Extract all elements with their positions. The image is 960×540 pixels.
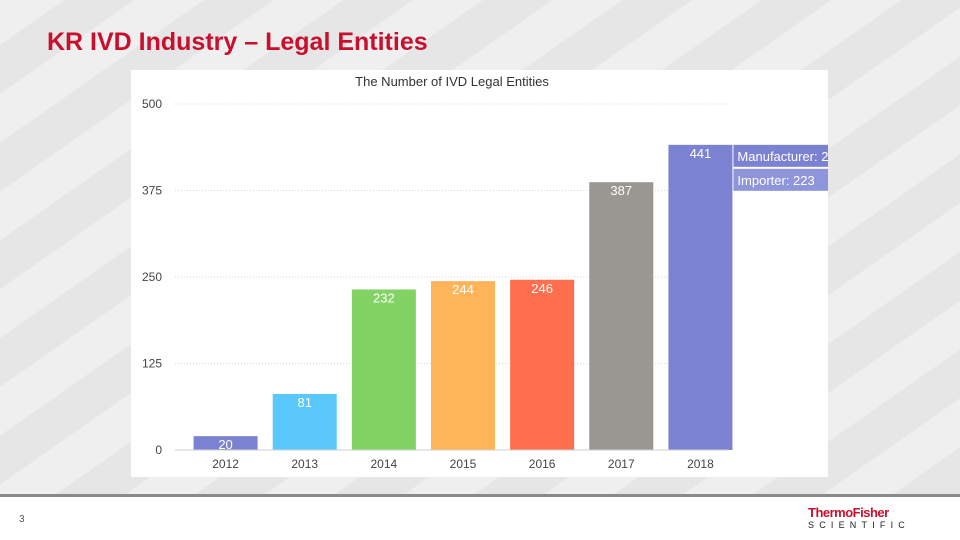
footer	[0, 497, 960, 540]
bar-data-label: 246	[531, 281, 553, 296]
bar	[589, 182, 654, 451]
chart-title: The Number of IVD Legal Entities	[355, 74, 549, 89]
bar	[193, 436, 258, 450]
bar	[272, 393, 337, 450]
bar-chart: The Number of IVD Legal Entities 0 125 250 3…	[142, 74, 828, 471]
x-tick-label: 2012	[212, 457, 239, 471]
logo-subtitle: SCIENTIFIC	[808, 520, 911, 530]
bar-data-label: 20	[218, 437, 232, 452]
bar	[351, 289, 416, 450]
bar-data-label: 81	[297, 395, 311, 410]
annotation-label: Importer: 223	[737, 173, 814, 188]
bar	[431, 281, 495, 450]
y-tick-label: 125	[142, 357, 162, 371]
logo-wordmark: ThermoFisher	[808, 505, 889, 520]
annotation-box	[733, 144, 828, 167]
bar-data-label: 232	[373, 290, 395, 305]
bar	[510, 279, 575, 450]
bar-data-label: 441	[690, 146, 712, 161]
x-tick-label: 2016	[529, 457, 556, 471]
y-tick-label: 0	[155, 443, 162, 457]
y-tick-label: 500	[142, 97, 162, 111]
y-tick-label: 375	[142, 184, 162, 198]
page-title: KR IVD Industry – Legal Entities	[47, 28, 428, 56]
bar-data-label: 244	[452, 282, 474, 297]
chart-panel: The Number of IVD Legal Entities 0 125 250 3…	[131, 70, 828, 477]
footer-divider	[0, 494, 960, 497]
x-tick-label: 2017	[608, 457, 635, 471]
x-tick-label: 2013	[291, 457, 318, 471]
bar	[668, 144, 733, 450]
page-number: 3	[19, 514, 25, 525]
x-tick-label: 2015	[450, 457, 477, 471]
x-tick-label: 2018	[687, 457, 714, 471]
y-tick-label: 250	[142, 270, 162, 284]
thermofisher-logo: ThermoFisher SCIENTIFIC	[808, 506, 908, 532]
bar-data-label: 387	[610, 183, 632, 198]
annotation-label: Manufacturer: 218	[737, 149, 828, 164]
x-tick-label: 2014	[371, 457, 398, 471]
annotation-box	[733, 168, 828, 191]
